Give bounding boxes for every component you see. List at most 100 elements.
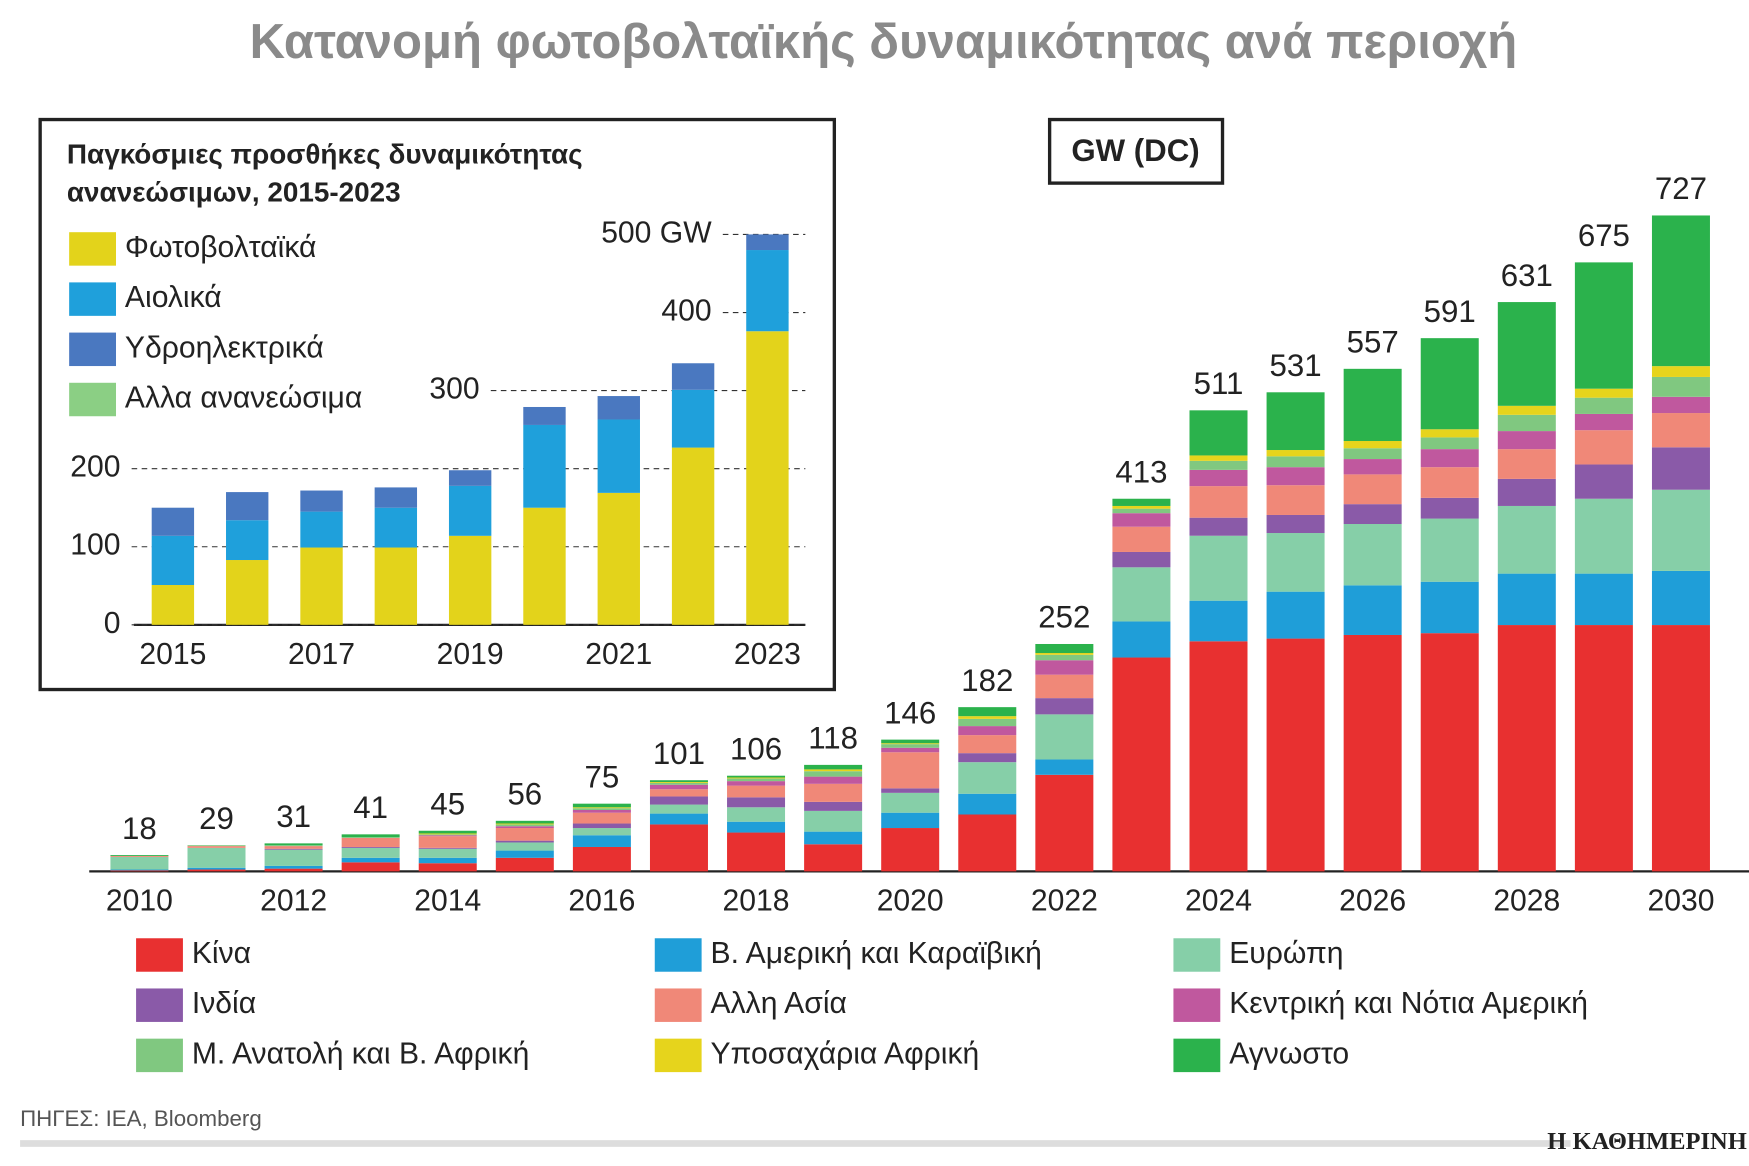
source: ΠΗΓΕΣ: IEA, Bloomberg [20,1106,262,1131]
bar-segment [1266,485,1325,515]
bar-segment [1420,429,1479,438]
legend-swatch [69,282,117,316]
bar-segment [958,718,1017,727]
bar-segment [418,830,477,834]
bar-segment [1266,467,1325,486]
bar-segment [958,753,1017,763]
bar-segment [804,776,863,784]
bar-segment [1343,504,1402,525]
bar-segment [1112,508,1171,514]
legend-swatch [136,938,183,972]
x-tick-label: 2020 [877,885,944,918]
bar-segment [1035,643,1094,654]
bar-segment [523,507,566,625]
bar-segment [300,547,343,625]
bar-segment [341,862,400,872]
total-label: 106 [730,731,782,766]
bar-segment [264,845,323,847]
bar-segment [1035,759,1094,775]
bar-segment [418,857,477,864]
bar-segment [597,419,640,493]
legend-label: Κίνα [192,937,251,970]
brand: Η ΚΑΘΗΜΕΡΙΝΗ [1547,1128,1746,1155]
bar-segment [881,747,940,753]
legend-label: Υποσαχάρια Αφρική [711,1037,980,1070]
bar-segment [804,764,863,770]
total-label: 18 [122,811,157,846]
bar-segment [1035,674,1094,699]
bar-segment [804,831,863,845]
bar-segment [1651,570,1710,626]
bar-segment [1651,376,1710,397]
bar-segment [1497,405,1556,415]
bar-segment [187,846,246,848]
bar-segment [341,837,400,838]
x-tick-label: 2030 [1647,885,1714,918]
bar-segment [881,739,940,744]
total-label: 118 [808,721,858,756]
bar-segment [264,846,323,849]
bar-segment [804,771,863,777]
bar-segment [1266,392,1325,451]
bar-segment [341,837,400,847]
bar-segment [727,775,786,778]
bar-segment [1189,469,1248,487]
bar-segment [597,396,640,420]
bar-segment [448,535,492,625]
x-tick-label: 2014 [414,885,481,918]
total-label: 675 [1578,218,1630,253]
bar-segment [264,843,323,846]
bar-segment [523,406,566,425]
total-label: 41 [353,790,388,825]
bar-segment [1497,505,1556,574]
bar-segment [1035,714,1094,760]
bar-segment [495,857,554,872]
bar-segment [1651,215,1710,367]
bar-segment [1651,396,1710,414]
bar-segment [264,865,323,869]
bar-segment [448,470,492,486]
bar-segment [1574,388,1633,398]
legend-swatch [69,332,117,367]
bar-segment [958,762,1017,794]
legend-label: Φωτοβολταϊκά [125,231,317,264]
bar-segment [572,823,631,829]
total-label: 591 [1424,294,1476,329]
bar-segment [187,869,246,872]
x-tick-label: 2028 [1493,885,1560,918]
bar-segment [495,824,554,827]
bar-segment [1266,514,1325,534]
bar-segment [881,752,940,789]
bar-segment [804,783,863,802]
bar-segment [727,777,786,779]
bar-segment [649,782,708,785]
bar-segment [1651,413,1710,448]
bar-segment [151,585,195,625]
bar-segment [1420,497,1479,519]
bar-segment [374,507,418,548]
total-label: 29 [199,801,234,836]
total-label: 182 [961,663,1013,698]
bar-segment [495,820,554,824]
x-tick-label: 2024 [1185,885,1252,918]
bar-segment [495,840,554,843]
bar-segment [1497,478,1556,506]
bar-segment [1035,774,1094,872]
bar-segment [958,814,1017,872]
total-label: 101 [653,736,705,771]
bar-segment [341,847,400,858]
bar-segment [1651,625,1710,872]
bar-segment [1266,456,1325,468]
bar-segment [804,801,863,811]
bar-segment [110,856,169,857]
bar-segment [881,788,940,793]
bar-segment [418,848,477,858]
bar-segment [671,447,715,625]
bar-segment [418,836,477,848]
bar-segment [1574,573,1633,626]
legend-swatch [1173,1038,1221,1073]
bar-segment [1651,366,1710,377]
legend-swatch [654,938,702,972]
